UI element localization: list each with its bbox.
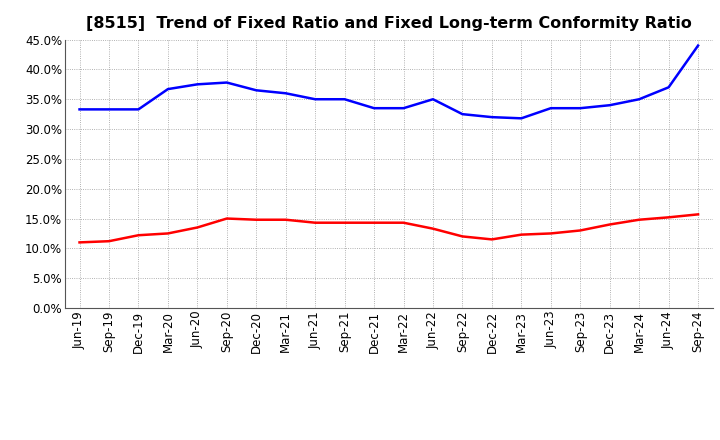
Fixed Ratio: [134, 107, 143, 112]
Fixed Ratio: [487, 114, 496, 120]
Fixed Ratio: [75, 107, 84, 112]
Fixed Long-term Conformity Ratio: [517, 232, 526, 237]
Fixed Ratio: [370, 106, 379, 111]
Fixed Long-term Conformity Ratio: [399, 220, 408, 225]
Fixed Ratio: [104, 107, 113, 112]
Fixed Ratio: [163, 87, 172, 92]
Fixed Long-term Conformity Ratio: [311, 220, 320, 225]
Fixed Long-term Conformity Ratio: [606, 222, 614, 227]
Fixed Ratio: [546, 106, 555, 111]
Fixed Ratio: [606, 103, 614, 108]
Fixed Ratio: [341, 97, 349, 102]
Fixed Long-term Conformity Ratio: [428, 226, 437, 231]
Fixed Long-term Conformity Ratio: [341, 220, 349, 225]
Fixed Ratio: [193, 82, 202, 87]
Fixed Ratio: [222, 80, 231, 85]
Fixed Long-term Conformity Ratio: [576, 228, 585, 233]
Fixed Ratio: [282, 91, 290, 96]
Fixed Ratio: [517, 116, 526, 121]
Fixed Ratio: [252, 88, 261, 93]
Fixed Long-term Conformity Ratio: [458, 234, 467, 239]
Fixed Long-term Conformity Ratio: [104, 238, 113, 244]
Title: [8515]  Trend of Fixed Ratio and Fixed Long-term Conformity Ratio: [8515] Trend of Fixed Ratio and Fixed Lo…: [86, 16, 692, 32]
Fixed Ratio: [428, 97, 437, 102]
Fixed Ratio: [458, 111, 467, 117]
Fixed Long-term Conformity Ratio: [252, 217, 261, 222]
Fixed Ratio: [311, 97, 320, 102]
Fixed Long-term Conformity Ratio: [193, 225, 202, 230]
Fixed Ratio: [576, 106, 585, 111]
Fixed Ratio: [694, 43, 703, 48]
Fixed Long-term Conformity Ratio: [635, 217, 644, 222]
Fixed Long-term Conformity Ratio: [694, 212, 703, 217]
Line: Fixed Long-term Conformity Ratio: Fixed Long-term Conformity Ratio: [79, 214, 698, 242]
Fixed Long-term Conformity Ratio: [282, 217, 290, 222]
Line: Fixed Ratio: Fixed Ratio: [79, 46, 698, 118]
Fixed Long-term Conformity Ratio: [370, 220, 379, 225]
Fixed Long-term Conformity Ratio: [546, 231, 555, 236]
Fixed Long-term Conformity Ratio: [163, 231, 172, 236]
Fixed Long-term Conformity Ratio: [487, 237, 496, 242]
Fixed Long-term Conformity Ratio: [222, 216, 231, 221]
Fixed Ratio: [635, 97, 644, 102]
Fixed Long-term Conformity Ratio: [134, 233, 143, 238]
Fixed Long-term Conformity Ratio: [665, 215, 673, 220]
Fixed Long-term Conformity Ratio: [75, 240, 84, 245]
Fixed Ratio: [399, 106, 408, 111]
Fixed Ratio: [665, 84, 673, 90]
